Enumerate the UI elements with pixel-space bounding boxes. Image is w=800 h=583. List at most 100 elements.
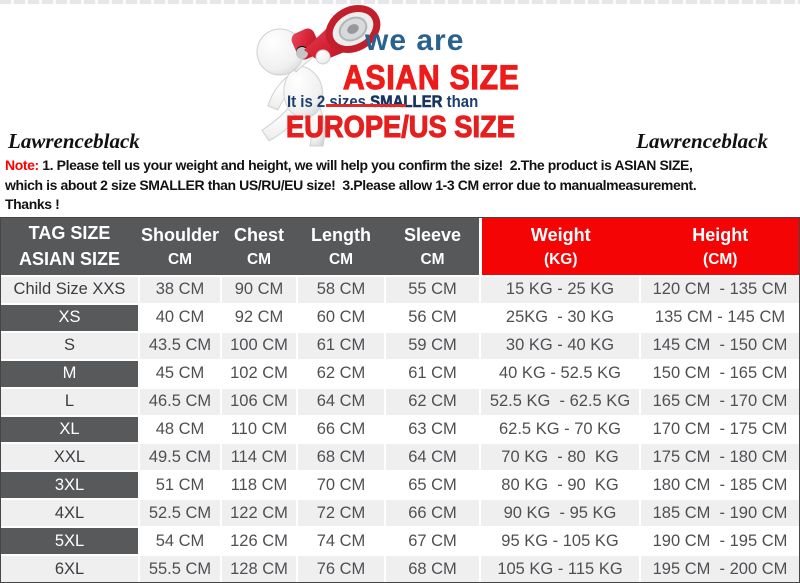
cell-weight: 52.5 KG - 62.5 KG [481, 388, 639, 415]
banner-we-are-text: we are [365, 24, 465, 57]
cell-size: Child Size XXS [1, 277, 138, 303]
cell-length: 72 CM [298, 500, 384, 527]
cell-weight: 105 KG - 115 KG [481, 556, 639, 582]
cell-height: 170 CM - 175 CM [641, 416, 799, 443]
header-chest: Chest CM [222, 218, 296, 275]
cell-weight: 25KG - 30 KG [481, 304, 639, 331]
cell-height: 180 CM - 185 CM [641, 472, 799, 499]
cell-weight: 70 KG - 80 KG [481, 444, 639, 471]
cell-shoulder: 46.5 CM [140, 388, 220, 415]
cell-shoulder: 45 CM [140, 360, 220, 387]
cell-size: L [1, 388, 138, 415]
table-header: TAG SIZE ASIAN SIZE Shoulder CM Chest CM… [1, 218, 799, 275]
cell-height: 195 CM - 200 CM [641, 556, 799, 582]
table-row: XXL 49.5 CM 114 CM 68 CM 64 CM 70 KG - 8… [1, 444, 799, 471]
header-length-label: Length [311, 224, 371, 245]
cell-sleeve: 64 CM [386, 444, 479, 471]
header-shoulder-unit: CM [167, 250, 193, 268]
cell-shoulder: 40 CM [140, 304, 220, 331]
cell-length: 70 CM [298, 472, 384, 499]
cell-weight: 30 KG - 40 KG [481, 332, 639, 359]
cell-length: 76 CM [298, 556, 384, 582]
cell-height: 185 CM - 190 CM [641, 500, 799, 527]
size-table: TAG SIZE ASIAN SIZE Shoulder CM Chest CM… [0, 217, 800, 583]
header-tag-size-line2: ASIAN SIZE [18, 249, 120, 269]
table-row: S 43.5 CM 100 CM 61 CM 59 CM 30 KG - 40 … [1, 332, 799, 359]
banner-europe-size-text: EUROPE/US SIZE [286, 108, 516, 144]
cell-height: 175 CM - 180 CM [641, 444, 799, 471]
table-row: XL 48 CM 110 CM 66 CM 63 CM 62.5 KG - 70… [1, 416, 799, 443]
note-label: Note: [5, 157, 39, 173]
cell-shoulder: 54 CM [140, 528, 220, 555]
header-shoulder: Shoulder CM [140, 218, 220, 275]
cell-length: 60 CM [298, 304, 384, 331]
header-tag-size: TAG SIZE ASIAN SIZE [1, 218, 138, 275]
cell-length: 58 CM [298, 277, 384, 303]
table-header-red-section: Weight (KG) Height (CM) [482, 218, 799, 275]
header-shoulder-label: Shoulder [140, 224, 219, 245]
note-line-1: Note: 1. Please tell us your weight and … [5, 156, 798, 176]
header-weight-unit: (KG) [543, 250, 578, 268]
note-text: Note: 1. Please tell us your weight and … [5, 156, 798, 215]
header-sleeve: Sleeve CM [386, 218, 479, 275]
cell-size: 5XL [1, 528, 138, 555]
header-sleeve-unit: CM [420, 250, 445, 268]
cell-chest: 102 CM [222, 360, 296, 387]
cell-chest: 110 CM [222, 416, 296, 443]
cell-weight: 95 KG - 105 KG [481, 528, 639, 555]
header-height-unit: (CM) [703, 250, 738, 268]
cell-chest: 106 CM [222, 388, 296, 415]
cell-size: 4XL [1, 500, 138, 527]
cell-length: 61 CM [298, 332, 384, 359]
brand-name-left: Lawrenceblack [8, 129, 140, 153]
header-length-unit: CM [328, 250, 354, 268]
header-length: Length CM [298, 218, 384, 275]
table-row: Child Size XXS 38 CM 90 CM 58 CM 55 CM 1… [1, 277, 799, 303]
cell-chest: 122 CM [222, 500, 296, 527]
table-header-gray-section: TAG SIZE ASIAN SIZE Shoulder CM Chest CM… [1, 218, 479, 275]
cell-size: 6XL [1, 556, 138, 582]
note-line-1-rest: 1. Please tell us your weight and height… [38, 157, 693, 173]
header-chest-unit: CM [246, 250, 272, 268]
cell-sleeve: 66 CM [386, 500, 479, 527]
cell-size: XL [1, 416, 138, 443]
cell-length: 74 CM [298, 528, 384, 555]
cell-chest: 90 CM [222, 277, 296, 303]
cell-sleeve: 61 CM [386, 360, 479, 387]
cell-size: S [1, 332, 138, 359]
note-line-3: Thanks ! [5, 196, 60, 212]
red-underline [326, 104, 406, 107]
cell-shoulder: 52.5 CM [140, 500, 220, 527]
cell-sleeve: 55 CM [386, 277, 479, 303]
cell-weight: 40 KG - 52.5 KG [481, 360, 639, 387]
cell-chest: 126 CM [222, 528, 296, 555]
cell-shoulder: 38 CM [140, 277, 220, 303]
cell-sleeve: 56 CM [386, 304, 479, 331]
table-row: 3XL 51 CM 118 CM 70 CM 65 CM 80 KG - 90 … [1, 472, 799, 499]
header-weight: Weight (KG) [482, 218, 640, 275]
banner-asian-size-text: ASIAN SIZE [342, 58, 520, 97]
cell-height: 165 CM - 170 CM [641, 388, 799, 415]
cell-weight: 15 KG - 25 KG [481, 277, 639, 303]
cell-length: 62 CM [298, 360, 384, 387]
cell-size: 3XL [1, 472, 138, 499]
table-row: M 45 CM 102 CM 62 CM 61 CM 40 KG - 52.5 … [1, 360, 799, 387]
cell-sleeve: 59 CM [386, 332, 479, 359]
header-height: Height (CM) [642, 218, 800, 275]
cell-length: 68 CM [298, 444, 384, 471]
cell-height: 150 CM - 165 CM [641, 360, 799, 387]
cell-height: 135 CM - 145 CM [641, 304, 799, 331]
cell-chest: 92 CM [222, 304, 296, 331]
header-sleeve-label: Sleeve [403, 224, 462, 245]
cell-size: XS [1, 304, 138, 331]
header-height-label: Height [692, 224, 749, 245]
cell-weight: 80 KG - 90 KG [481, 472, 639, 499]
table-row: 4XL 52.5 CM 122 CM 72 CM 66 CM 90 KG - 9… [1, 500, 799, 527]
cell-shoulder: 43.5 CM [140, 332, 220, 359]
cell-height: 190 CM - 195 CM [641, 528, 799, 555]
cell-shoulder: 49.5 CM [140, 444, 220, 471]
cell-chest: 114 CM [222, 444, 296, 471]
table-row: 6XL 55.5 CM 128 CM 76 CM 68 CM 105 KG - … [1, 556, 799, 582]
cell-weight: 90 KG - 95 KG [481, 500, 639, 527]
